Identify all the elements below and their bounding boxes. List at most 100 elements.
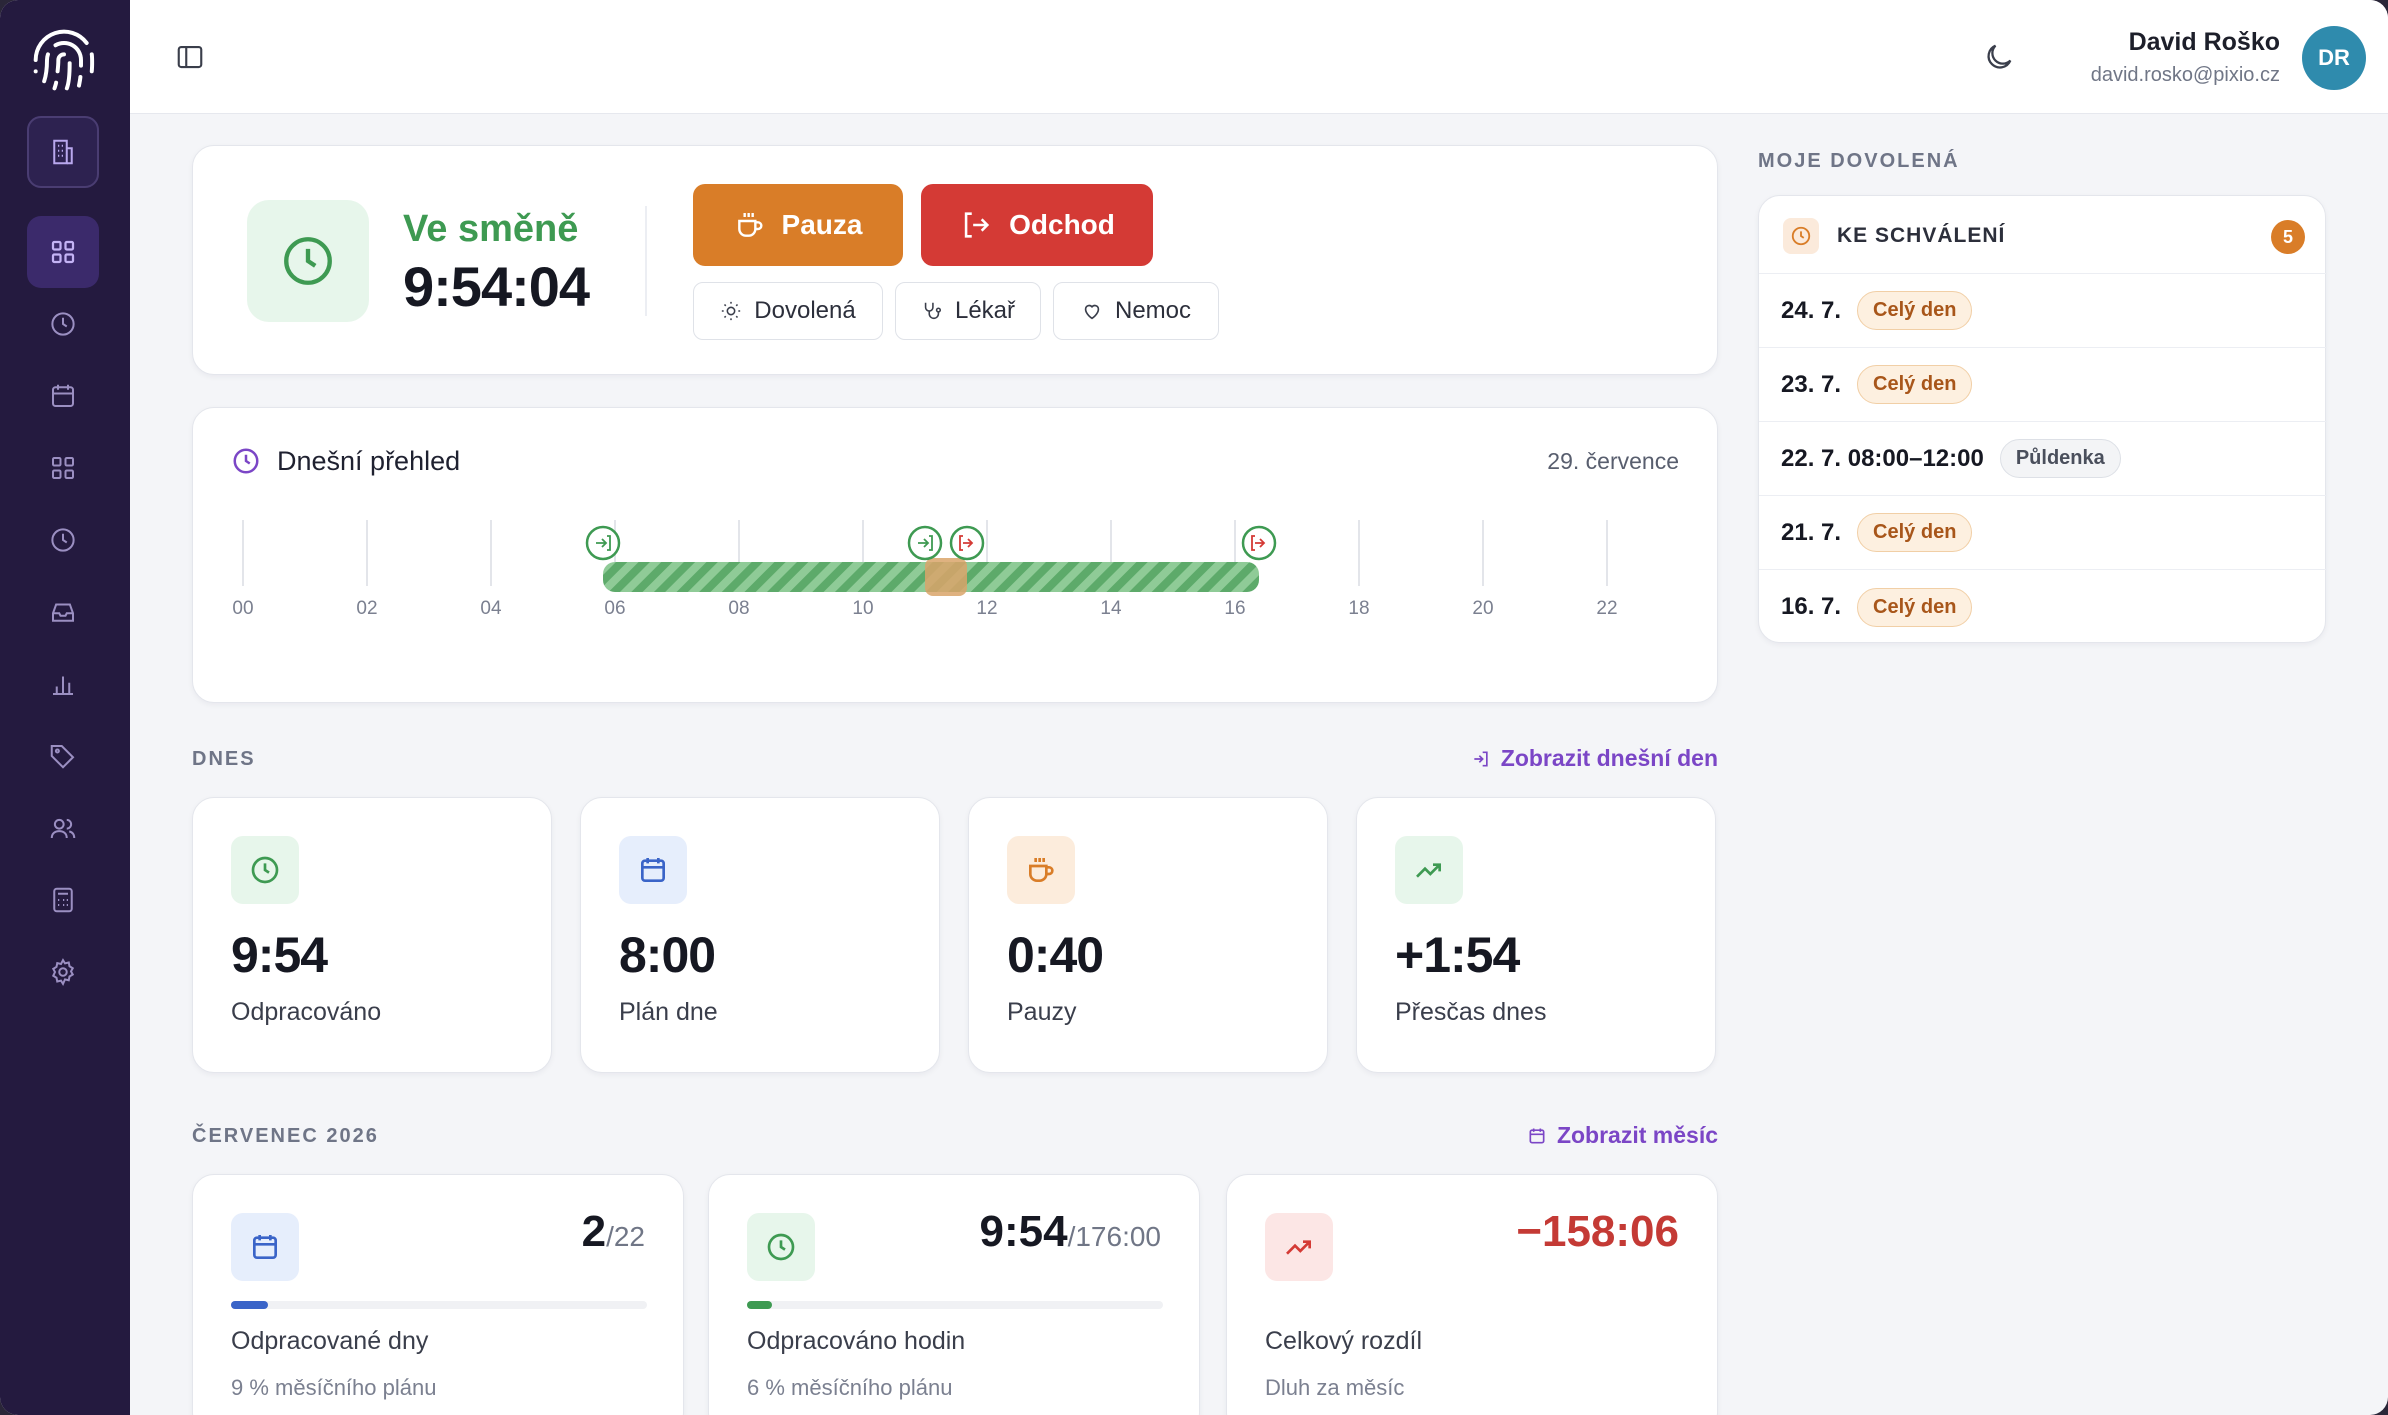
progress-bar-fill [747,1301,772,1309]
day-timeline [242,520,1608,596]
stat-value: 9:54 [231,927,328,983]
shift-status-card: Ve směně 9:54:04 Pauza Odchod Dovolená L… [192,145,1718,375]
month-value-main: −158:06 [1516,1207,1679,1256]
heart-icon [1084,304,1100,320]
show-today-link[interactable]: Zobrazit dnešní den [1471,745,1718,772]
pause-button[interactable]: Pauza [693,184,903,266]
sidebar-item-users[interactable] [27,792,99,864]
stat-card-overtime: +1:54 Přesčas dnes [1356,797,1716,1073]
stat-label: Přesčas dnes [1395,998,1547,1026]
month-label: Celkový rozdíl [1265,1327,1422,1355]
overview-date: 29. července [1547,448,1679,474]
sidebar-item-dashboard[interactable] [27,216,99,288]
building-icon [53,139,73,165]
vacation-date: 16. 7. [1781,593,1842,620]
sidebar-item-reports[interactable] [27,648,99,720]
stethoscope-icon [924,302,941,320]
sidebar-item-history[interactable] [27,504,99,576]
sidebar-item-calculator[interactable] [27,864,99,936]
vacation-button[interactable]: Dovolená [693,282,883,340]
today-section-label: DNES [192,748,256,770]
shift-clock-tile [247,200,369,322]
month-icon-tile [1265,1213,1333,1281]
month-label: Odpracované dny [231,1327,429,1355]
doctor-button[interactable]: Lékař [895,282,1041,340]
vacation-request-row[interactable]: 24. 7. Celý den [1759,274,2327,348]
shift-status-label: Ve směně [403,208,579,250]
checkin-marker[interactable] [585,525,621,561]
login-icon [1474,751,1488,766]
checkin-marker[interactable] [907,525,943,561]
moon-icon[interactable] [1982,40,2016,74]
clock-icon [51,312,75,336]
user-email: david.rosko@pixio.cz [2090,64,2280,86]
vacation-request-row[interactable]: 22. 7. 08:00–12:00 Půldenka [1759,422,2327,496]
coffee-icon [737,213,762,237]
month-card-hours: 9:54/176:00 Odpracováno hodin 6 % měsíčn… [708,1174,1200,1415]
sun-icon [722,301,741,321]
month-card-days: 2/22 Odpracované dny 9 % měsíčního plánu [192,1174,684,1415]
fingerprint-logo-icon[interactable] [30,26,98,94]
tick-label: 22 [1596,598,1618,619]
vacation-request-row[interactable]: 16. 7. Celý den [1759,570,2327,644]
stat-label: Pauzy [1007,998,1077,1026]
stat-value: 8:00 [619,927,716,983]
month-value: −158:06 [1516,1207,1679,1257]
vacation-type-badge: Celý den [1857,291,1973,330]
vacation-section-label: MOJE DOVOLENÁ [1758,150,1960,172]
user-name[interactable]: David Roško [2128,28,2280,56]
month-value: 2/22 [582,1207,645,1257]
vacation-date: 22. 7. 08:00–12:00 [1781,444,1984,472]
calendar-icon [641,858,665,882]
checkout-marker[interactable] [949,525,985,561]
grid-icon [51,240,75,264]
show-month-link[interactable]: Zobrazit měsíc [1527,1122,1718,1149]
coffee-icon [1029,858,1054,882]
vacation-request-row[interactable]: 23. 7. Celý den [1759,348,2327,422]
tick-label: 06 [604,598,626,619]
bar-chart-icon [53,676,73,695]
avatar[interactable]: DR [2302,26,2366,90]
tick-label: 20 [1472,598,1494,619]
today-overview-card: Dnešní přehled 29. července [192,407,1718,703]
sidebar-item-tags[interactable] [27,720,99,792]
doctor-button-label: Lékař [954,297,1016,324]
logout-icon [964,212,990,238]
inbox-icon [52,603,74,622]
checkout-marker[interactable] [1241,525,1277,561]
sidebar-toggle-icon[interactable] [174,42,206,72]
vacation-date: 21. 7. [1781,518,1842,546]
vacation-request-row[interactable]: 21. 7. Celý den [1759,496,2327,570]
stat-value: +1:54 [1395,927,1520,983]
leave-button[interactable]: Odchod [921,184,1153,266]
month-value-total: /22 [606,1221,645,1252]
month-icon-tile [231,1213,299,1281]
calculator-icon [53,887,73,913]
sidebar-item-settings[interactable] [27,936,99,1008]
vacation-type-badge: Půldenka [1999,439,2121,478]
pending-count-badge: 5 [2271,220,2305,254]
tick-label: 18 [1348,598,1370,619]
stat-label: Plán dne [619,998,718,1026]
sidebar-item-overview[interactable] [27,432,99,504]
sidebar-item-attendance[interactable] [27,288,99,360]
month-sublabel: 6 % měsíčního plánu [747,1375,953,1400]
clock-icon [51,528,75,552]
clock-icon [251,856,279,884]
stat-value: 0:40 [1007,927,1104,983]
shift-elapsed-time: 9:54:04 [403,255,590,318]
month-card-difference: −158:06 Celkový rozdíl Dluh za měsíc [1226,1174,1718,1415]
tick-label: 04 [480,598,502,619]
sidebar-item-calendar[interactable] [27,360,99,432]
sick-button[interactable]: Nemoc [1053,282,1219,340]
sidebar-item-company[interactable] [27,116,99,188]
tick-label: 16 [1224,598,1246,619]
top-header: David Roško david.rosko@pixio.cz DR [130,0,2388,114]
vacation-pending-header[interactable]: KE SCHVÁLENÍ 5 [1759,196,2327,274]
vacation-type-badge: Celý den [1857,513,1973,552]
sidebar-item-inbox[interactable] [27,576,99,648]
stat-card-plan: 8:00 Plán dne [580,797,940,1073]
users-icon [50,818,76,839]
calendar-icon [52,384,74,407]
gear-icon [51,958,75,987]
